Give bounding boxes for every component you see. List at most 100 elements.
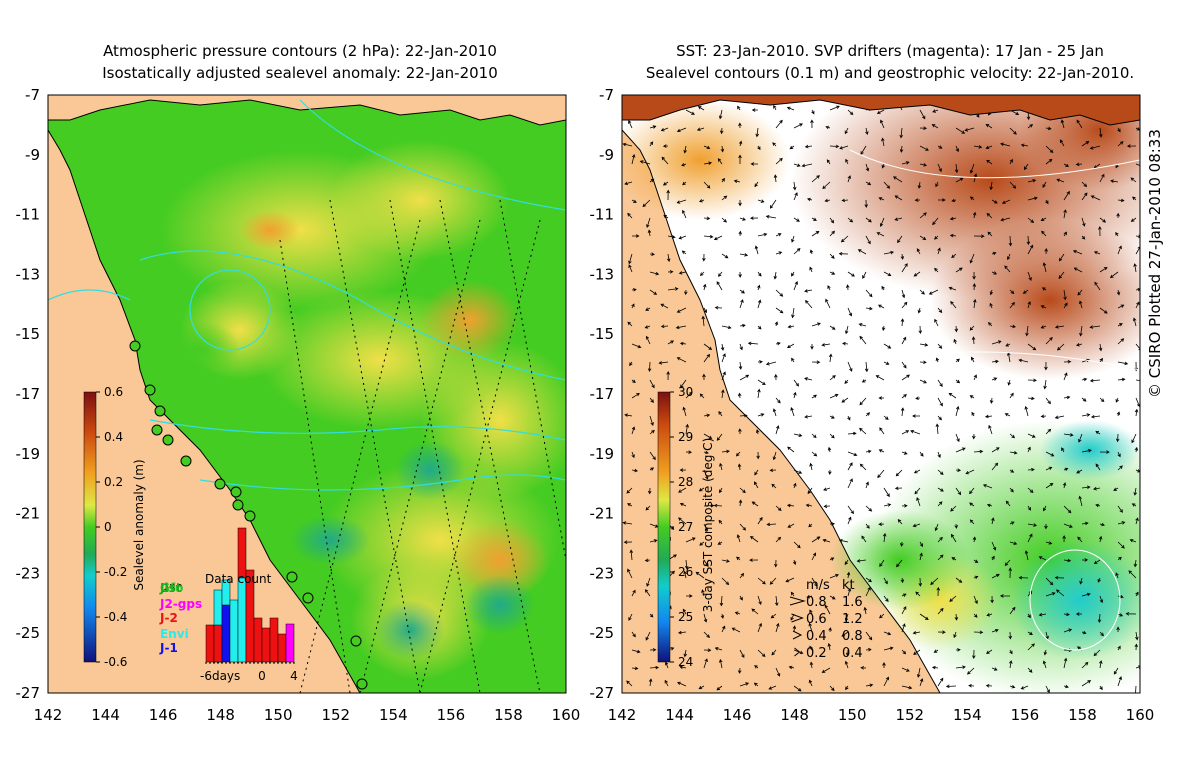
velocity-arrow bbox=[1045, 451, 1055, 457]
velocity-arrow bbox=[883, 361, 890, 365]
velocity-arrow bbox=[1018, 358, 1029, 363]
velocity-arrow bbox=[757, 388, 761, 399]
velocity-arrow bbox=[808, 679, 813, 687]
velocity-arrow bbox=[1045, 336, 1053, 345]
velocity-arrow bbox=[721, 577, 730, 586]
velocity-arrow bbox=[1060, 119, 1065, 129]
velocity-arrow bbox=[757, 360, 763, 364]
velocity-arrow bbox=[1099, 522, 1105, 527]
velocity-arrow bbox=[793, 123, 803, 129]
velocity-arrow bbox=[1113, 487, 1119, 491]
velocity-arrow bbox=[1009, 469, 1015, 473]
velocity-arrow bbox=[827, 642, 832, 651]
velocity-arrow bbox=[1056, 178, 1065, 183]
data-count-legend-item: J2-gps bbox=[159, 597, 202, 611]
velocity-arrow bbox=[919, 678, 924, 687]
velocity-arrow bbox=[676, 127, 687, 133]
velocity-arrow bbox=[847, 217, 854, 223]
velocity-arrow bbox=[919, 451, 924, 457]
velocity-arrow bbox=[991, 251, 997, 256]
velocity-arrow bbox=[937, 487, 944, 492]
velocity-arrow bbox=[1130, 217, 1137, 222]
left-lon-label: 158 bbox=[494, 706, 523, 724]
velocity-arrow bbox=[1097, 613, 1102, 624]
velocity-arrow bbox=[1020, 143, 1029, 148]
velocity-arrow bbox=[865, 306, 873, 311]
velocity-arrow bbox=[1099, 266, 1108, 273]
velocity-arrow bbox=[1027, 487, 1034, 493]
velocity-arrow bbox=[934, 235, 939, 240]
velocity-arrow bbox=[649, 289, 658, 295]
right-title-line1: SST: 23-Jan-2010. SVP drifters (magenta)… bbox=[676, 42, 1104, 60]
velocity-arrow bbox=[1116, 289, 1121, 296]
velocity-arrow bbox=[864, 361, 869, 373]
velocity-arrow bbox=[972, 536, 977, 543]
velocity-arrow bbox=[950, 533, 957, 543]
data-count-xlabel: 4 bbox=[290, 669, 298, 683]
velocity-arrow bbox=[644, 558, 651, 563]
velocity-arrow bbox=[990, 595, 994, 604]
colorbar-tick-label: 0.4 bbox=[104, 430, 123, 444]
velocity-arrow bbox=[937, 607, 944, 615]
velocity-arrow bbox=[936, 586, 941, 597]
velocity-arrow bbox=[808, 523, 813, 528]
velocity-arrow bbox=[809, 609, 813, 615]
velocity-arrow bbox=[986, 503, 993, 508]
velocity-arrow bbox=[666, 370, 670, 381]
velocity-arrow bbox=[809, 661, 814, 669]
velocity-arrow bbox=[701, 589, 705, 597]
velocity-arrow bbox=[678, 517, 687, 525]
velocity-arrow bbox=[678, 235, 687, 240]
velocity-arrow bbox=[721, 253, 729, 259]
velocity-arrow bbox=[973, 595, 978, 605]
velocity-arrow bbox=[896, 559, 903, 568]
velocity-arrow bbox=[754, 469, 759, 476]
right-lat-label: -17 bbox=[590, 385, 615, 403]
velocity-arrow bbox=[1043, 505, 1047, 512]
velocity-arrow bbox=[1093, 486, 1101, 491]
left-lat-label: -27 bbox=[16, 684, 41, 702]
data-count-xlabel: -6days bbox=[200, 669, 240, 683]
velocity-arrow bbox=[631, 379, 636, 384]
velocity-arrow bbox=[685, 423, 689, 435]
colorbar-tick-label: 0 bbox=[104, 520, 112, 534]
velocity-arrow bbox=[675, 325, 687, 330]
velocity-arrow bbox=[756, 451, 760, 460]
velocity-arrow bbox=[787, 446, 795, 453]
velocity-arrow bbox=[683, 145, 687, 154]
velocity-arrow bbox=[731, 627, 741, 633]
velocity-arrow bbox=[828, 627, 832, 633]
velocity-arrow bbox=[1045, 631, 1049, 640]
velocity-arrow bbox=[667, 270, 674, 274]
velocity-arrow bbox=[649, 141, 654, 147]
velocity-arrow bbox=[865, 412, 871, 417]
velocity-arrow bbox=[658, 361, 669, 365]
velocity-arrow bbox=[716, 281, 723, 291]
velocity-arrow bbox=[703, 413, 711, 418]
velocity-arrow bbox=[793, 685, 802, 692]
velocity-arrow bbox=[829, 415, 835, 419]
velocity-arrow bbox=[935, 423, 940, 435]
velocity-arrow bbox=[775, 251, 783, 255]
velocity-arrow bbox=[1045, 199, 1049, 205]
velocity-arrow bbox=[1027, 271, 1032, 281]
velocity-arrow bbox=[1063, 523, 1073, 528]
velocity-arrow bbox=[703, 433, 713, 439]
right-colorbar-gradient bbox=[657, 391, 671, 663]
velocity-arrow bbox=[739, 289, 745, 294]
velocity-arrow bbox=[695, 571, 705, 579]
velocity-arrow bbox=[1117, 556, 1122, 561]
velocity-arrow bbox=[775, 536, 782, 543]
velocity-arrow bbox=[984, 414, 993, 419]
velocity-arrow bbox=[775, 397, 781, 404]
left-lat-label: -9 bbox=[25, 146, 40, 164]
left-map bbox=[48, 95, 566, 693]
velocity-arrow bbox=[1009, 181, 1017, 189]
velocity-arrow bbox=[757, 145, 761, 151]
velocity-arrow bbox=[969, 325, 975, 331]
velocity-arrow bbox=[945, 684, 957, 689]
right-lon-label: 142 bbox=[608, 706, 637, 724]
velocity-arrow bbox=[751, 108, 758, 112]
velocity-arrow bbox=[913, 469, 921, 474]
